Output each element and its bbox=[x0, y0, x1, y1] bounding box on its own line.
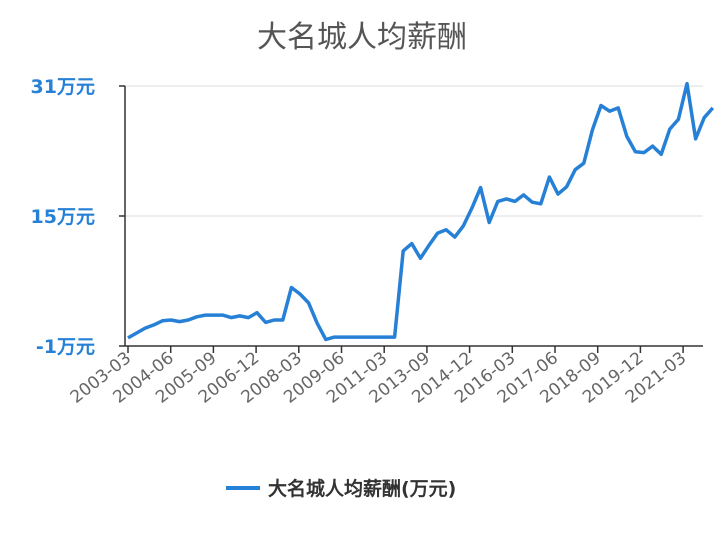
series-line bbox=[127, 81, 715, 342]
y-tick-label: -1万元 bbox=[36, 336, 95, 358]
series-layer bbox=[127, 81, 715, 342]
y-tick-label: 31万元 bbox=[31, 76, 95, 98]
legend: 大名城人均薪酬(万元) bbox=[226, 477, 456, 500]
axis-layer bbox=[119, 85, 703, 353]
tick-labels: 31万元15万元-1万元2003-032004-062005-092006-12… bbox=[31, 76, 691, 408]
legend-label: 大名城人均薪酬(万元) bbox=[268, 477, 456, 500]
chart-title: 大名城人均薪酬 bbox=[257, 20, 467, 55]
y-tick-label: 15万元 bbox=[31, 206, 95, 228]
grid-layer bbox=[125, 85, 703, 217]
